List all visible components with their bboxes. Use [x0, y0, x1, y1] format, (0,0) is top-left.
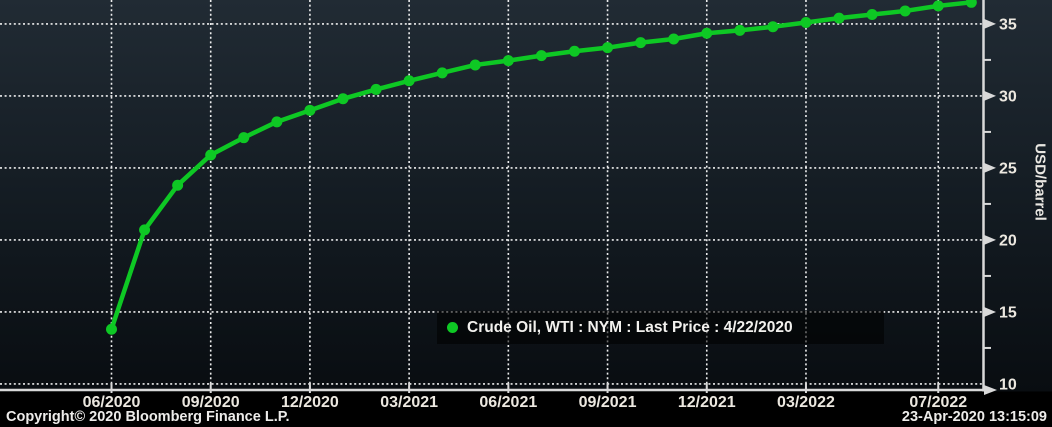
series-markers — [106, 0, 977, 335]
y-tick-arrow-icon — [984, 306, 996, 317]
y-tick-label: 20 — [999, 232, 1017, 249]
data-point — [469, 59, 481, 71]
data-point — [833, 12, 845, 24]
timestamp-text: 23-Apr-2020 13:15:09 — [901, 409, 1047, 425]
y-axis-ticks: 10 15 20 25 30 35 — [983, 16, 1017, 393]
y-tick-label: 30 — [999, 88, 1017, 105]
data-point — [767, 21, 779, 33]
data-point — [172, 179, 184, 191]
x-axis-arrow-icon — [984, 385, 997, 395]
x-axis-ticks: 06/2020 09/2020 12/2020 03/2021 06/2021 09/20… — [83, 383, 967, 411]
y-tick-arrow-icon — [984, 162, 996, 173]
legend-marker-icon — [447, 322, 458, 333]
data-point — [139, 224, 151, 236]
x-tick-label: 03/2021 — [380, 394, 438, 411]
x-tick-label: 12/2021 — [678, 394, 736, 411]
data-point — [106, 323, 117, 335]
data-point — [734, 24, 746, 36]
data-point — [205, 149, 217, 161]
data-point — [238, 132, 250, 144]
y-tick-arrow-icon — [984, 18, 996, 29]
data-point — [701, 27, 713, 39]
y-axis-title: USD/barrel — [1031, 143, 1049, 221]
data-point — [668, 33, 680, 45]
data-point — [602, 42, 614, 54]
data-point — [403, 75, 415, 87]
data-point — [436, 67, 448, 79]
data-point — [965, 0, 977, 8]
y-tick-arrow-icon — [984, 234, 996, 245]
legend-label: Crude Oil, WTI : NYM : Last Price : 4/22… — [467, 318, 793, 336]
y-tick-arrow-icon — [984, 90, 996, 101]
data-point — [337, 93, 349, 105]
y-tick-label: 15 — [999, 304, 1017, 321]
x-tick-label: 12/2020 — [281, 394, 339, 411]
legend: Crude Oil, WTI : NYM : Last Price : 4/22… — [437, 311, 884, 344]
x-tick-label: 06/2021 — [479, 394, 537, 411]
y-tick-label: 35 — [999, 16, 1017, 33]
x-tick-label: 07/2022 — [909, 394, 967, 411]
data-point — [800, 16, 812, 28]
data-point — [502, 55, 514, 67]
y-tick-label: 25 — [999, 160, 1017, 177]
data-point — [932, 0, 944, 12]
y-tick-label: 10 — [999, 376, 1017, 393]
x-tick-label: 06/2020 — [83, 394, 141, 411]
data-point — [899, 5, 911, 17]
data-point — [568, 45, 580, 57]
data-point — [370, 83, 382, 95]
axes-layer — [0, 0, 997, 395]
data-point — [304, 104, 316, 116]
x-tick-label: 09/2021 — [579, 394, 637, 411]
data-point — [635, 37, 647, 49]
data-point — [535, 50, 547, 62]
data-point — [271, 116, 283, 128]
x-tick-label: 03/2022 — [777, 394, 835, 411]
x-tick-label: 09/2020 — [182, 394, 240, 411]
data-point — [866, 9, 878, 21]
copyright-text: Copyright© 2020 Bloomberg Finance L.P. — [6, 409, 290, 425]
